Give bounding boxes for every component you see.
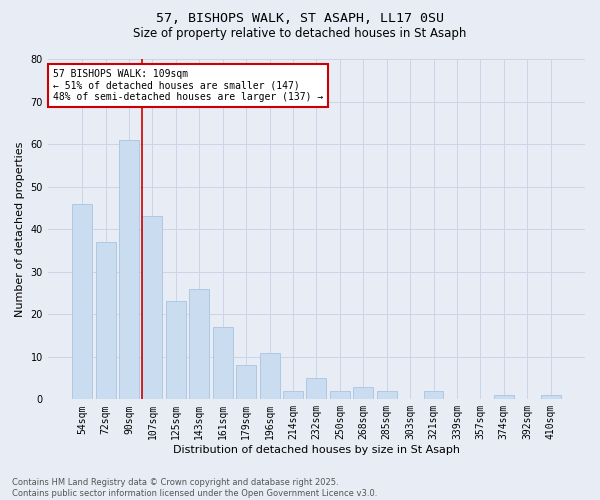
Bar (424, 391, 443, 400)
Bar (260, 352, 280, 400)
Bar (330, 391, 350, 400)
Bar (236, 366, 256, 400)
Bar (190, 288, 209, 400)
Text: 57 BISHOPS WALK: 109sqm
← 51% of detached houses are smaller (147)
48% of semi-d: 57 BISHOPS WALK: 109sqm ← 51% of detache… (53, 69, 323, 102)
Text: 57, BISHOPS WALK, ST ASAPH, LL17 0SU: 57, BISHOPS WALK, ST ASAPH, LL17 0SU (156, 12, 444, 26)
Bar (119, 140, 139, 400)
Bar (166, 302, 186, 400)
Bar (307, 378, 326, 400)
Bar (494, 395, 514, 400)
Bar (377, 391, 397, 400)
Bar (95, 242, 116, 400)
Y-axis label: Number of detached properties: Number of detached properties (15, 142, 25, 317)
Bar (142, 216, 163, 400)
Bar (541, 395, 560, 400)
Bar (213, 327, 233, 400)
Text: Size of property relative to detached houses in St Asaph: Size of property relative to detached ho… (133, 28, 467, 40)
Text: Contains HM Land Registry data © Crown copyright and database right 2025.
Contai: Contains HM Land Registry data © Crown c… (12, 478, 377, 498)
X-axis label: Distribution of detached houses by size in St Asaph: Distribution of detached houses by size … (173, 445, 460, 455)
Bar (283, 391, 303, 400)
Bar (72, 204, 92, 400)
Bar (353, 386, 373, 400)
